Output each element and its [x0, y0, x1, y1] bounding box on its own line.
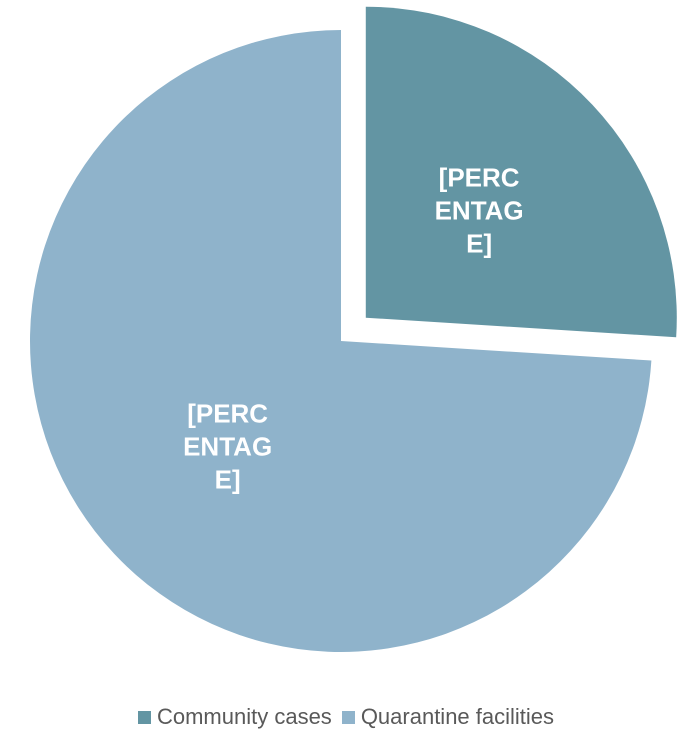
data-label: [PERCENTAGE] — [434, 162, 524, 259]
legend-item: Quarantine facilities — [341, 704, 555, 730]
legend-label: Community cases — [156, 704, 332, 729]
data-label: [PERCENTAGE] — [183, 398, 273, 495]
pie-slice — [365, 6, 677, 338]
legend-label: Quarantine facilities — [360, 704, 555, 729]
chart — [29, 6, 677, 652]
legend-item: Community cases — [137, 704, 332, 730]
legend-swatch — [341, 710, 355, 724]
legend-swatch — [137, 710, 151, 724]
legend: Community cases Quarantine facilities — [0, 704, 692, 730]
pie-slice — [29, 30, 652, 652]
